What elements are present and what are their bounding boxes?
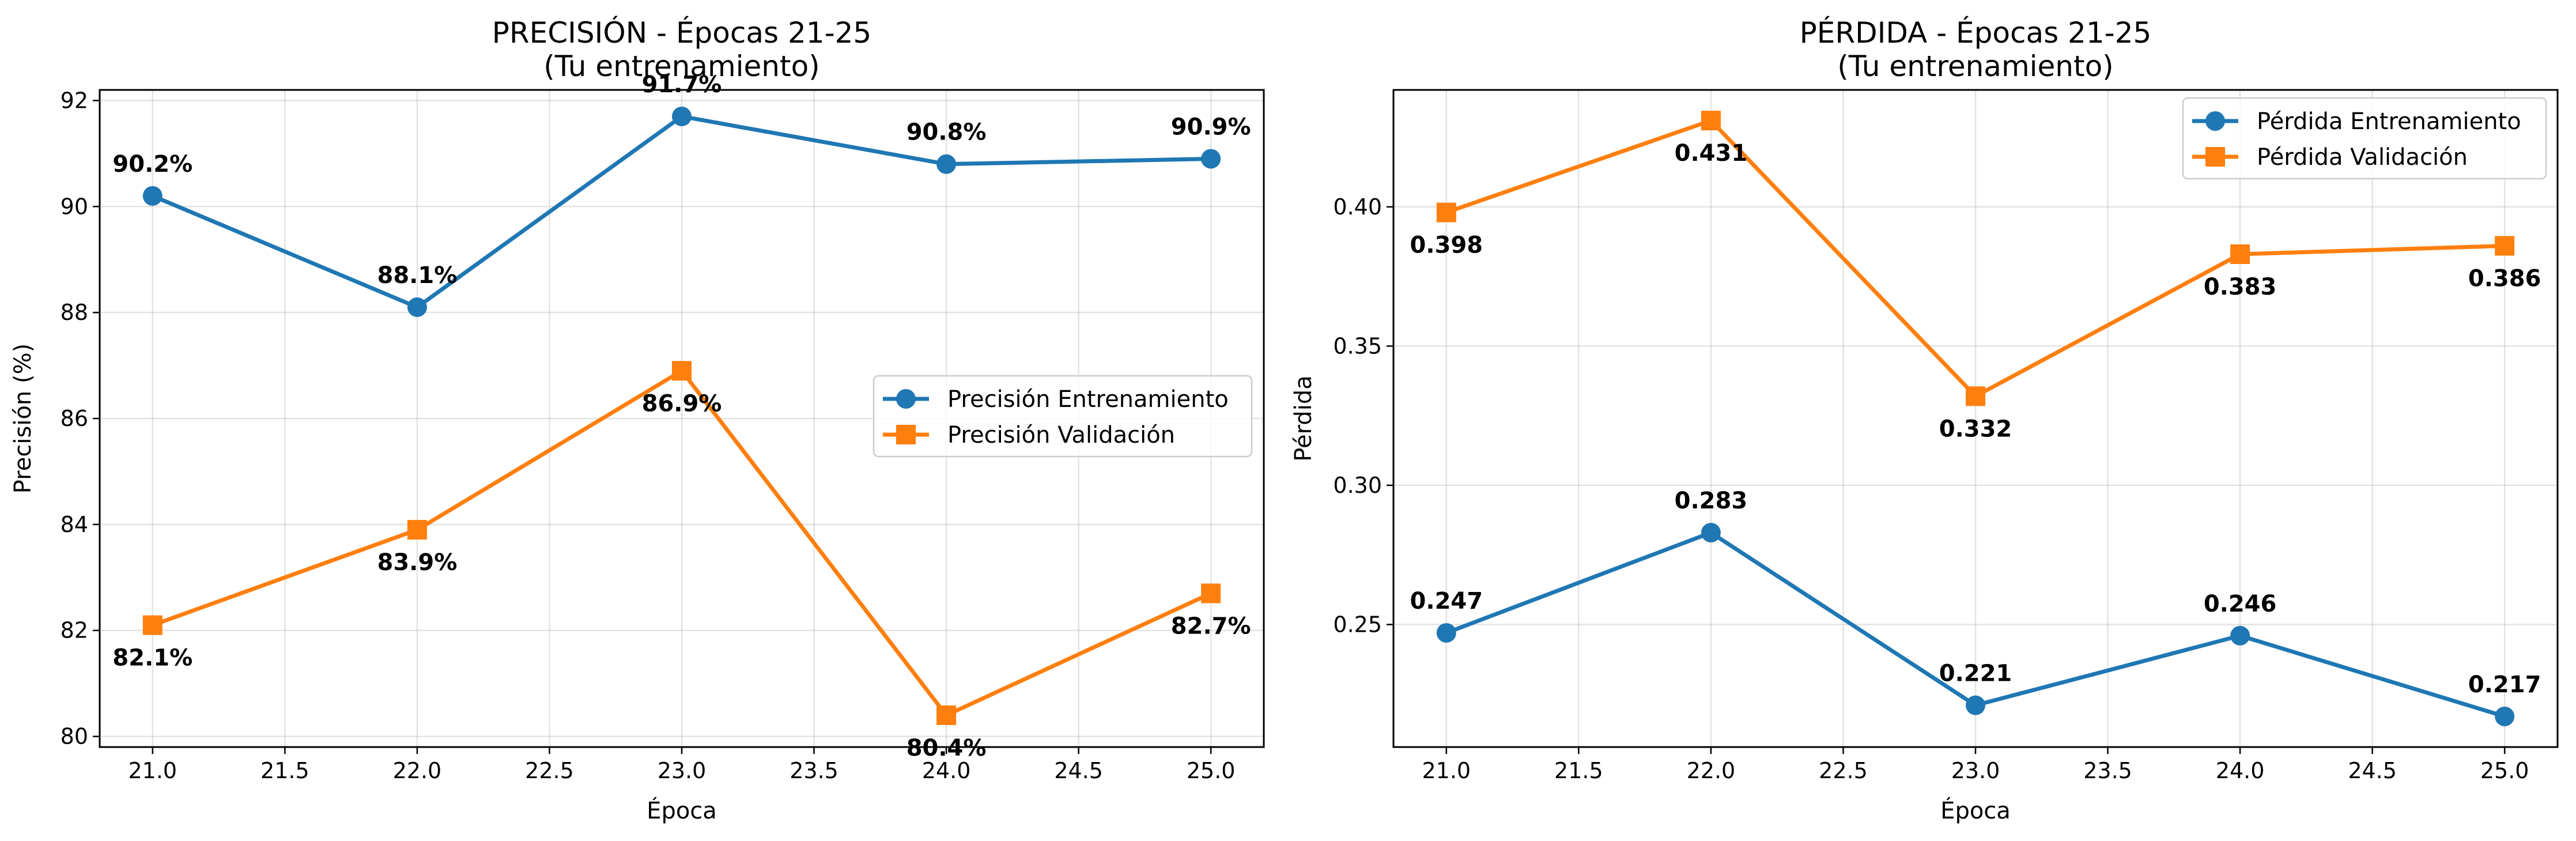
x-tick-label: 24.0 xyxy=(2216,758,2265,783)
data-point xyxy=(2495,236,2515,256)
x-tick-label: 21.5 xyxy=(260,758,309,783)
data-label: 0.217 xyxy=(2468,672,2541,698)
y-tick-label: 0.25 xyxy=(1333,612,1382,637)
x-axis-label: Época xyxy=(647,797,717,824)
data-label: 0.383 xyxy=(2204,274,2277,300)
data-label: 0.221 xyxy=(1939,661,2012,687)
data-label: 82.7% xyxy=(1171,613,1251,639)
data-label: 0.431 xyxy=(1675,140,1748,167)
data-label: 0.398 xyxy=(1410,232,1483,259)
data-label: 83.9% xyxy=(377,549,458,576)
x-tick-label: 23.0 xyxy=(1951,758,2000,783)
data-label: 80.4% xyxy=(906,735,987,761)
data-point xyxy=(407,297,427,317)
data-label: 90.8% xyxy=(906,119,987,146)
y-tick-label: 90 xyxy=(61,194,88,219)
data-point xyxy=(142,615,163,635)
y-tick-label: 0.30 xyxy=(1333,473,1382,498)
x-tick-label: 23.5 xyxy=(790,758,838,783)
data-point xyxy=(142,186,163,206)
legend-marker xyxy=(896,425,916,444)
x-tick-label: 22.5 xyxy=(525,758,574,783)
legend-marker xyxy=(2205,147,2225,167)
x-axis-label: Época xyxy=(1940,797,2011,824)
legend: Pérdida Entrenamiento Pérdida Validación xyxy=(2182,97,2547,180)
chart-panel-2: 21.0 21.5 22.0 22.5 23.0 23.5 24.0 24.5 25.0 0.25… xyxy=(1290,16,2559,824)
data-label: 0.246 xyxy=(2204,591,2277,617)
x-tick-label: 23.5 xyxy=(2083,758,2132,783)
x-tick-label: 22.5 xyxy=(1819,758,1868,783)
data-point xyxy=(672,106,692,126)
data-point xyxy=(2230,244,2250,264)
y-tick-label: 84 xyxy=(61,512,88,537)
legend-marker xyxy=(896,389,916,409)
data-label: 88.1% xyxy=(377,262,458,289)
legend-entry: Pérdida Entrenamiento xyxy=(2257,108,2521,135)
x-tick-label: 21.0 xyxy=(1422,758,1471,783)
y-tick-label: 80 xyxy=(61,724,88,749)
legend: Precisión Entrenamiento Precisión Validac… xyxy=(872,375,1253,458)
data-label: 86.9% xyxy=(642,390,722,417)
y-axis-label: Pérdida xyxy=(1290,375,1317,461)
chart-title: PRECISIÓN - Épocas 21-25 xyxy=(492,16,872,50)
data-label: 0.386 xyxy=(2468,266,2541,292)
y-tick-label: 82 xyxy=(61,618,88,643)
data-point xyxy=(2495,706,2515,726)
data-point xyxy=(1701,111,1721,131)
data-label: 0.247 xyxy=(1410,588,1483,614)
data-point xyxy=(1201,583,1221,604)
plot-area xyxy=(1392,89,2559,748)
y-tick-label: 0.40 xyxy=(1333,194,1382,220)
data-point xyxy=(1966,695,1985,715)
x-tick-label: 24.5 xyxy=(1054,758,1103,783)
legend-frame xyxy=(872,375,1253,458)
chart-panel-1: 21.0 21.5 22.0 22.5 23.0 23.5 24.0 24.5 25.0 80 82… xyxy=(10,16,1265,824)
chart-title: PÉRDIDA - Épocas 21-25 xyxy=(1800,16,2152,50)
data-point xyxy=(1701,523,1721,543)
y-tick-label: 86 xyxy=(61,406,88,431)
data-point xyxy=(407,520,427,540)
data-point xyxy=(1966,386,1985,406)
legend-frame xyxy=(2182,97,2547,180)
x-tick-label: 25.0 xyxy=(2480,758,2529,783)
data-label: 90.2% xyxy=(112,151,192,178)
y-tick-label: 92 xyxy=(61,88,88,113)
y-tick-label: 88 xyxy=(61,300,88,325)
data-label: 0.332 xyxy=(1939,416,2012,442)
data-label: 91.7% xyxy=(642,71,722,98)
data-point xyxy=(936,154,957,174)
chart-subtitle: (Tu entrenamiento) xyxy=(1837,50,2113,83)
x-tick-label: 21.0 xyxy=(129,758,177,783)
data-label: 82.1% xyxy=(112,645,192,672)
legend-entry: Precisión Validación xyxy=(947,422,1175,448)
plot-area xyxy=(99,89,1265,748)
data-point xyxy=(1436,202,1456,222)
legend-marker xyxy=(2205,111,2225,131)
x-tick-label: 21.5 xyxy=(1554,758,1603,783)
x-tick-label: 23.0 xyxy=(658,758,707,783)
data-point xyxy=(1201,149,1221,169)
data-point xyxy=(936,705,957,725)
chart-subtitle: (Tu entrenamiento) xyxy=(543,50,819,83)
y-tick-label: 0.35 xyxy=(1333,333,1382,359)
x-tick-label: 22.0 xyxy=(393,758,442,783)
data-point xyxy=(1436,623,1456,643)
data-point xyxy=(2230,625,2250,646)
y-axis-label: Precisión (%) xyxy=(10,344,36,493)
x-tick-label: 22.0 xyxy=(1687,758,1736,783)
data-label: 0.283 xyxy=(1675,488,1748,514)
legend-entry: Precisión Entrenamiento xyxy=(947,386,1229,413)
x-tick-label: 24.0 xyxy=(922,758,971,783)
legend-entry: Pérdida Validación xyxy=(2257,144,2468,171)
x-tick-label: 25.0 xyxy=(1187,758,1236,783)
x-tick-label: 24.5 xyxy=(2348,758,2397,783)
data-label: 90.9% xyxy=(1171,114,1251,141)
data-point xyxy=(672,361,692,381)
